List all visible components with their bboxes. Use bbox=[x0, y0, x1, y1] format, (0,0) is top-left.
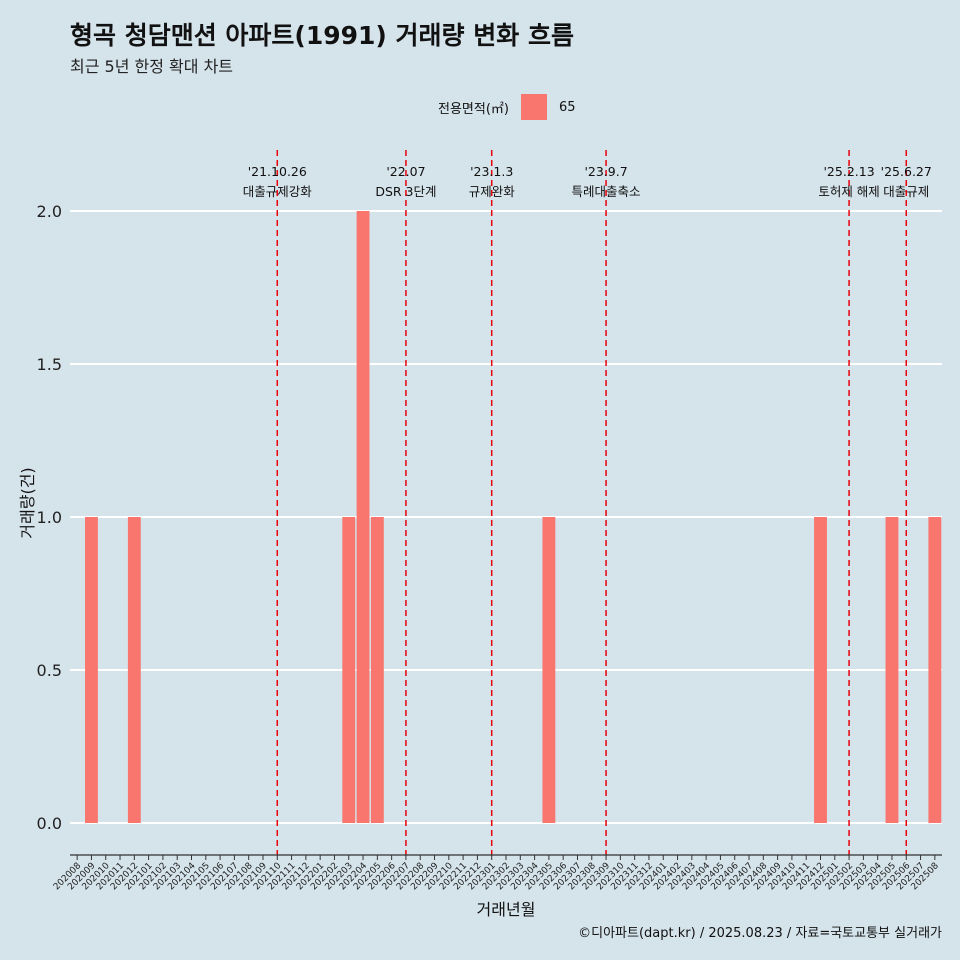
legend: 전용면적(㎡) 65 bbox=[438, 94, 576, 120]
event-name-label: 특례대출축소 bbox=[572, 184, 641, 199]
chart-subtitle: 최근 5년 한정 확대 차트 bbox=[70, 57, 234, 76]
event-date-label: '25.6.27 bbox=[881, 164, 932, 179]
bar bbox=[356, 211, 370, 823]
bar bbox=[814, 517, 827, 823]
bar bbox=[127, 517, 141, 823]
y-axis-title: 거래량(건) bbox=[18, 467, 37, 538]
event-date-label: '23.9.7 bbox=[584, 164, 627, 179]
event-name-label: 토허제 해제 bbox=[818, 184, 879, 199]
source-caption: ©디아파트(dapt.kr) / 2025.08.23 / 자료=국토교통부 실… bbox=[578, 926, 942, 941]
y-tick-label: 1.5 bbox=[37, 355, 62, 374]
x-axis-title: 거래년월 bbox=[477, 900, 536, 919]
legend-entry-label: 65 bbox=[558, 99, 576, 115]
legend-swatch bbox=[520, 94, 547, 120]
bar bbox=[928, 517, 942, 823]
bar bbox=[342, 517, 356, 823]
event-name-label: 대출규제강화 bbox=[243, 184, 313, 199]
bar bbox=[85, 517, 98, 823]
event-date-label: '21.10.26 bbox=[248, 164, 307, 179]
event-name-label: 대출규제 bbox=[883, 184, 929, 199]
legend-title: 전용면적(㎡) bbox=[438, 101, 509, 117]
y-tick-label: 2.0 bbox=[37, 202, 62, 221]
y-tick-label: 1.0 bbox=[37, 508, 62, 527]
event-date-label: '25.2.13 bbox=[824, 164, 875, 179]
event-date-label: '23.1.3 bbox=[470, 164, 513, 179]
y-tick-label: 0.0 bbox=[37, 814, 62, 833]
y-tick-label: 0.5 bbox=[37, 661, 62, 680]
event-name-label: 규제완화 bbox=[469, 184, 516, 199]
bar bbox=[885, 517, 899, 823]
bar bbox=[370, 517, 384, 823]
event-date-label: '22.07 bbox=[386, 164, 425, 179]
bar bbox=[542, 517, 556, 823]
event-name-label: DSR 3단계 bbox=[375, 184, 436, 199]
chart-title: 형곡 청담맨션 아파트(1991) 거래량 변화 흐름 bbox=[70, 21, 574, 50]
